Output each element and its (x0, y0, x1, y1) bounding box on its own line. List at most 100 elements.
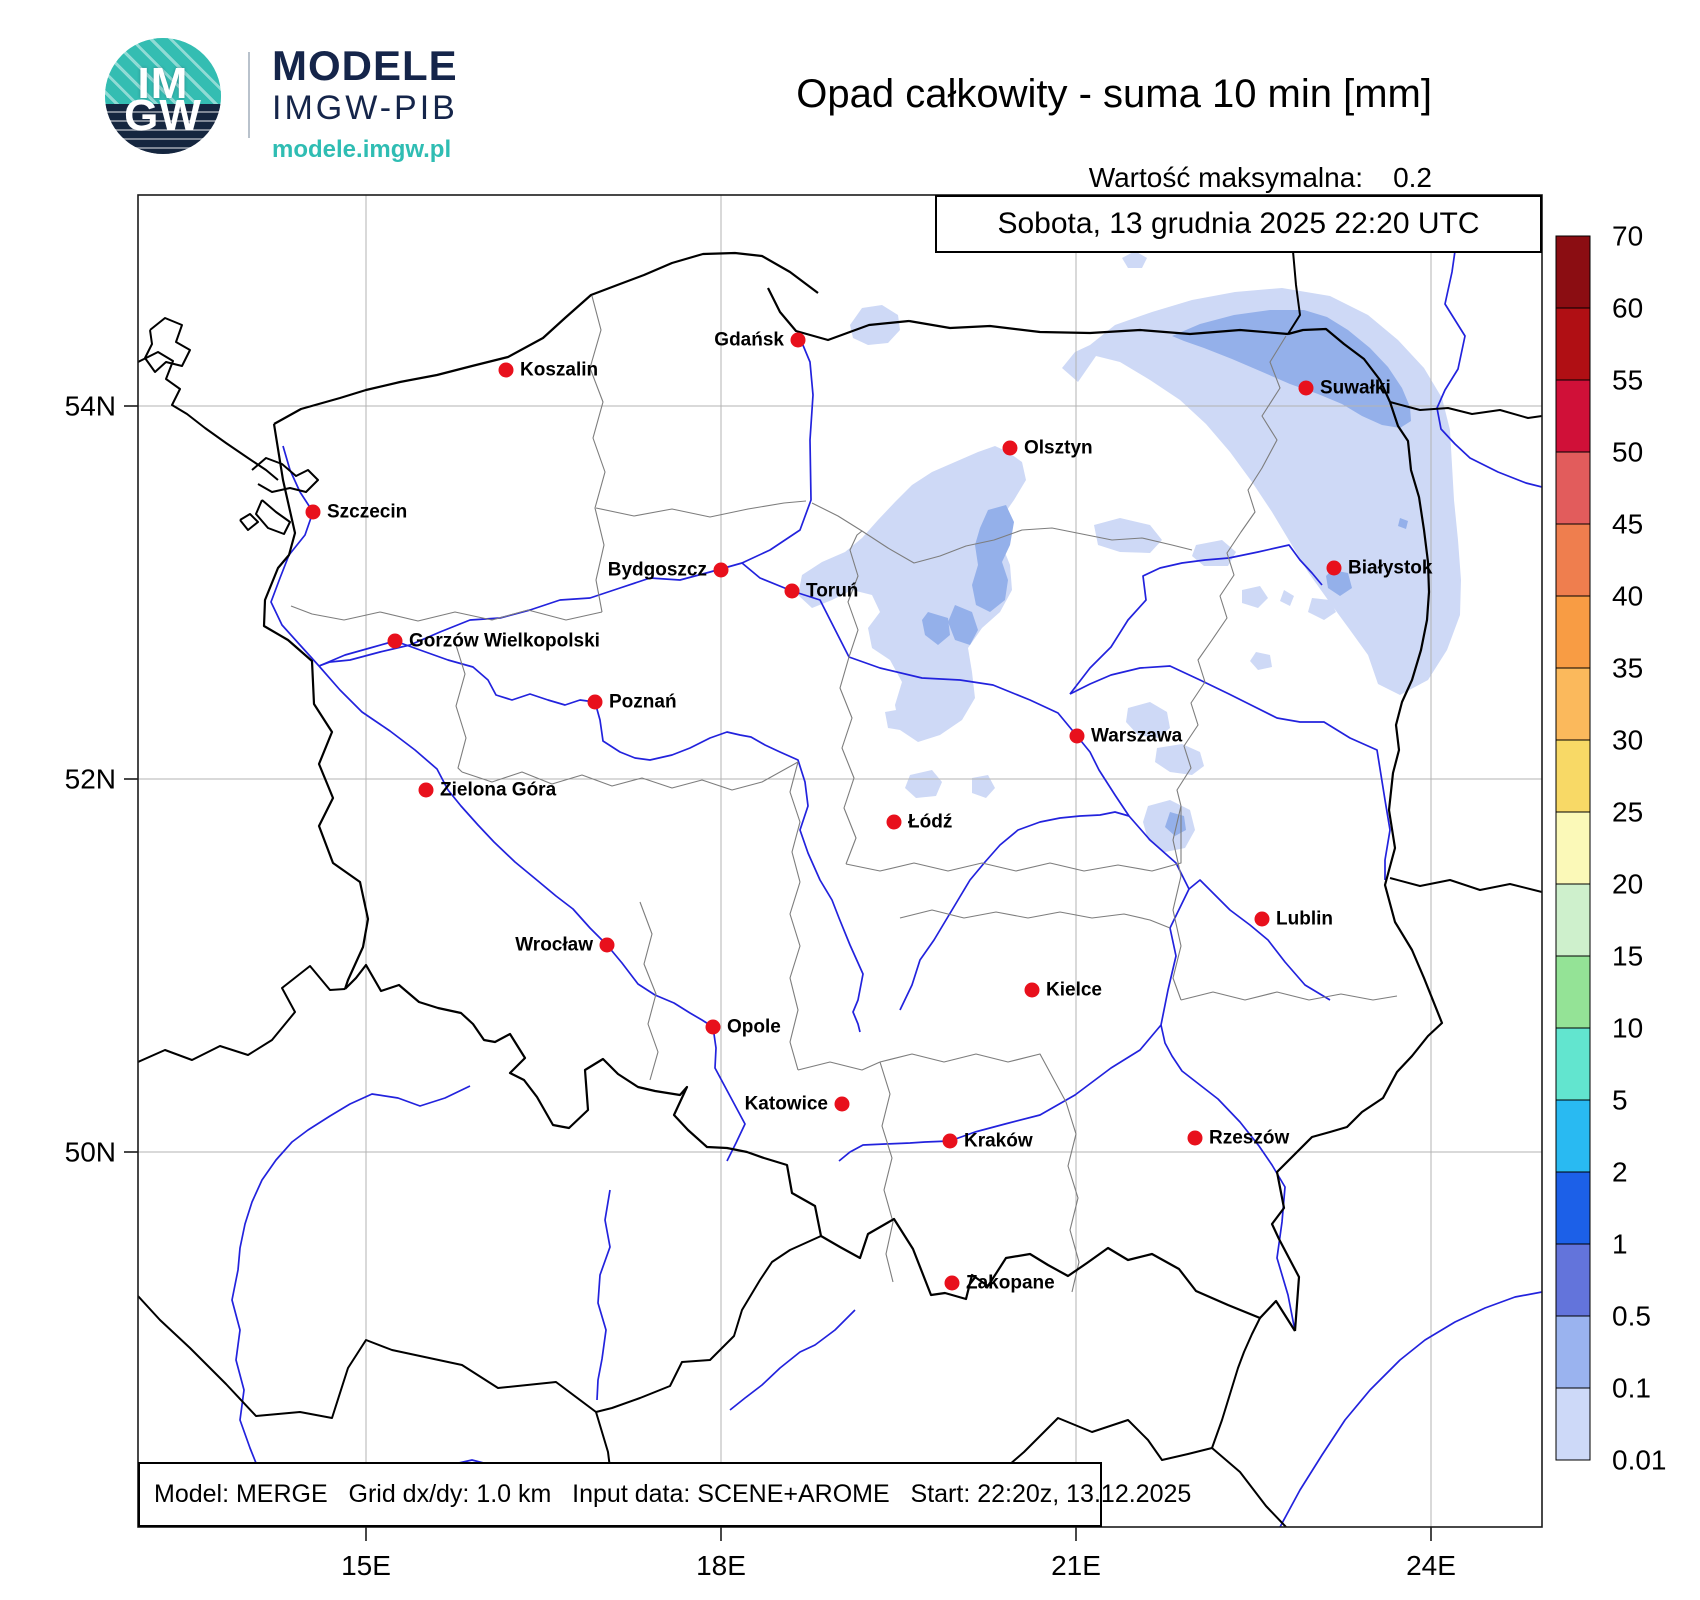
country-border (1389, 401, 1542, 419)
precip-area-medium (972, 505, 1014, 612)
city-label: Bydgoszcz (608, 560, 707, 581)
country-border (239, 513, 259, 531)
city-dot-icon (790, 332, 806, 348)
city-label: Katowice (745, 1094, 828, 1115)
colorbar-segment (1555, 1243, 1591, 1317)
city-label: Gdańsk (714, 330, 784, 351)
city-marker: Zakopane (944, 1273, 1055, 1294)
river-line (596, 1189, 611, 1401)
brand-url: modele.imgw.pl (272, 136, 452, 163)
country-border (1389, 877, 1542, 893)
precip-area-light (972, 775, 995, 798)
voivodeship-border (839, 656, 857, 865)
precip-area-light (1155, 744, 1204, 775)
voivodeship-border (879, 1053, 1067, 1103)
city-label: Zakopane (966, 1273, 1055, 1294)
precip-area-light (885, 708, 915, 731)
colorbar-label: 70 (1612, 221, 1643, 252)
precip-area-light (1308, 598, 1336, 620)
river-line (1436, 195, 1542, 488)
country-border (144, 317, 191, 373)
colorbar-label: 0.1 (1612, 1373, 1651, 1404)
city-marker: Szczecin (305, 502, 407, 523)
precip-area-light (1280, 590, 1294, 606)
city-dot-icon (834, 1096, 850, 1112)
city-marker: Olsztyn (1002, 438, 1093, 459)
voivodeship-border (845, 806, 1182, 872)
colorbar-label: 20 (1612, 869, 1643, 900)
colorbar-segment (1555, 379, 1591, 453)
colorbar-segment (1555, 451, 1591, 525)
city-label: Białystok (1348, 558, 1433, 579)
imgw-logo-icon: IM GW (105, 38, 221, 154)
colorbar-label: 40 (1612, 581, 1643, 612)
river-line (1188, 879, 1331, 1001)
logo-text-im: IM (137, 59, 189, 108)
precip-area-light (798, 446, 1026, 742)
voivodeship-border (789, 881, 801, 1071)
logo-separator (248, 52, 250, 138)
city-marker: Koszalin (498, 360, 598, 381)
city-marker: Kielce (1024, 980, 1102, 1001)
colorbar-segment (1555, 955, 1591, 1029)
city-label: Warszawa (1091, 726, 1183, 747)
precip-area-light (1126, 702, 1170, 738)
colorbar-segment (1555, 1027, 1591, 1101)
map-frame (137, 194, 1543, 1528)
city-marker: Gdańsk (714, 330, 806, 351)
city-marker: Warszawa (1069, 726, 1183, 747)
voivodeship-border (461, 761, 799, 791)
precip-area-medium (1398, 518, 1408, 529)
max-value-label: Wartość maksymalna: (1088, 162, 1364, 193)
city-marker: Gorzów Wielkopolski (387, 631, 600, 652)
colorbar-label: 10 (1612, 1013, 1643, 1044)
city-label: Toruń (806, 581, 858, 602)
voivodeship-border (290, 605, 603, 622)
voivodeship-border (589, 295, 606, 613)
precip-area-medium (1326, 570, 1352, 596)
city-marker: Wrocław (515, 935, 615, 956)
city-marker: Opole (705, 1017, 781, 1038)
x-axis-label: 15E (341, 1550, 391, 1581)
colorbar-label: 60 (1612, 293, 1643, 324)
voivodeship-border (1176, 335, 1287, 807)
voivodeship-border (1172, 805, 1182, 1001)
voivodeship-border (789, 761, 801, 883)
city-label: Koszalin (520, 360, 598, 381)
precip-area-medium (1172, 310, 1411, 428)
colorbar-segment (1555, 667, 1591, 741)
poland-border (767, 287, 910, 342)
colorbar-segment (1555, 739, 1591, 813)
city-dot-icon (1254, 911, 1270, 927)
city-dot-icon (886, 814, 902, 830)
poland-border (908, 319, 1289, 336)
city-marker: Kraków (942, 1131, 1033, 1152)
city-label: Zielona Góra (440, 780, 557, 801)
poland-border (273, 251, 819, 425)
colorbar-label: 0.5 (1612, 1301, 1651, 1332)
country-border (138, 965, 346, 1063)
city-label: Gorzów Wielkopolski (409, 631, 600, 652)
country-border (595, 1235, 822, 1413)
city-dot-icon (1298, 380, 1314, 396)
city-label: Olsztyn (1024, 438, 1093, 459)
city-marker: Rzeszów (1187, 1128, 1289, 1149)
colorbar-segment (1555, 595, 1591, 669)
city-dot-icon (944, 1275, 960, 1291)
city-marker: Białystok (1326, 558, 1433, 579)
city-label: Suwałki (1320, 378, 1391, 399)
colorbar-label: 55 (1612, 365, 1643, 396)
city-dot-icon (1326, 560, 1342, 576)
y-axis-label: 52N (65, 764, 116, 795)
precip-area-light (1122, 251, 1147, 268)
city-dot-icon (418, 782, 434, 798)
voivodeship-border (1180, 991, 1398, 1001)
city-marker: Katowice (745, 1094, 850, 1115)
country-border (251, 457, 319, 493)
page-title: Opad całkowity - suma 10 min [mm] (796, 72, 1432, 116)
logo-text-gw: GW (124, 91, 202, 140)
colorbar-segment (1555, 883, 1591, 957)
colorbar-segment (1555, 307, 1591, 381)
